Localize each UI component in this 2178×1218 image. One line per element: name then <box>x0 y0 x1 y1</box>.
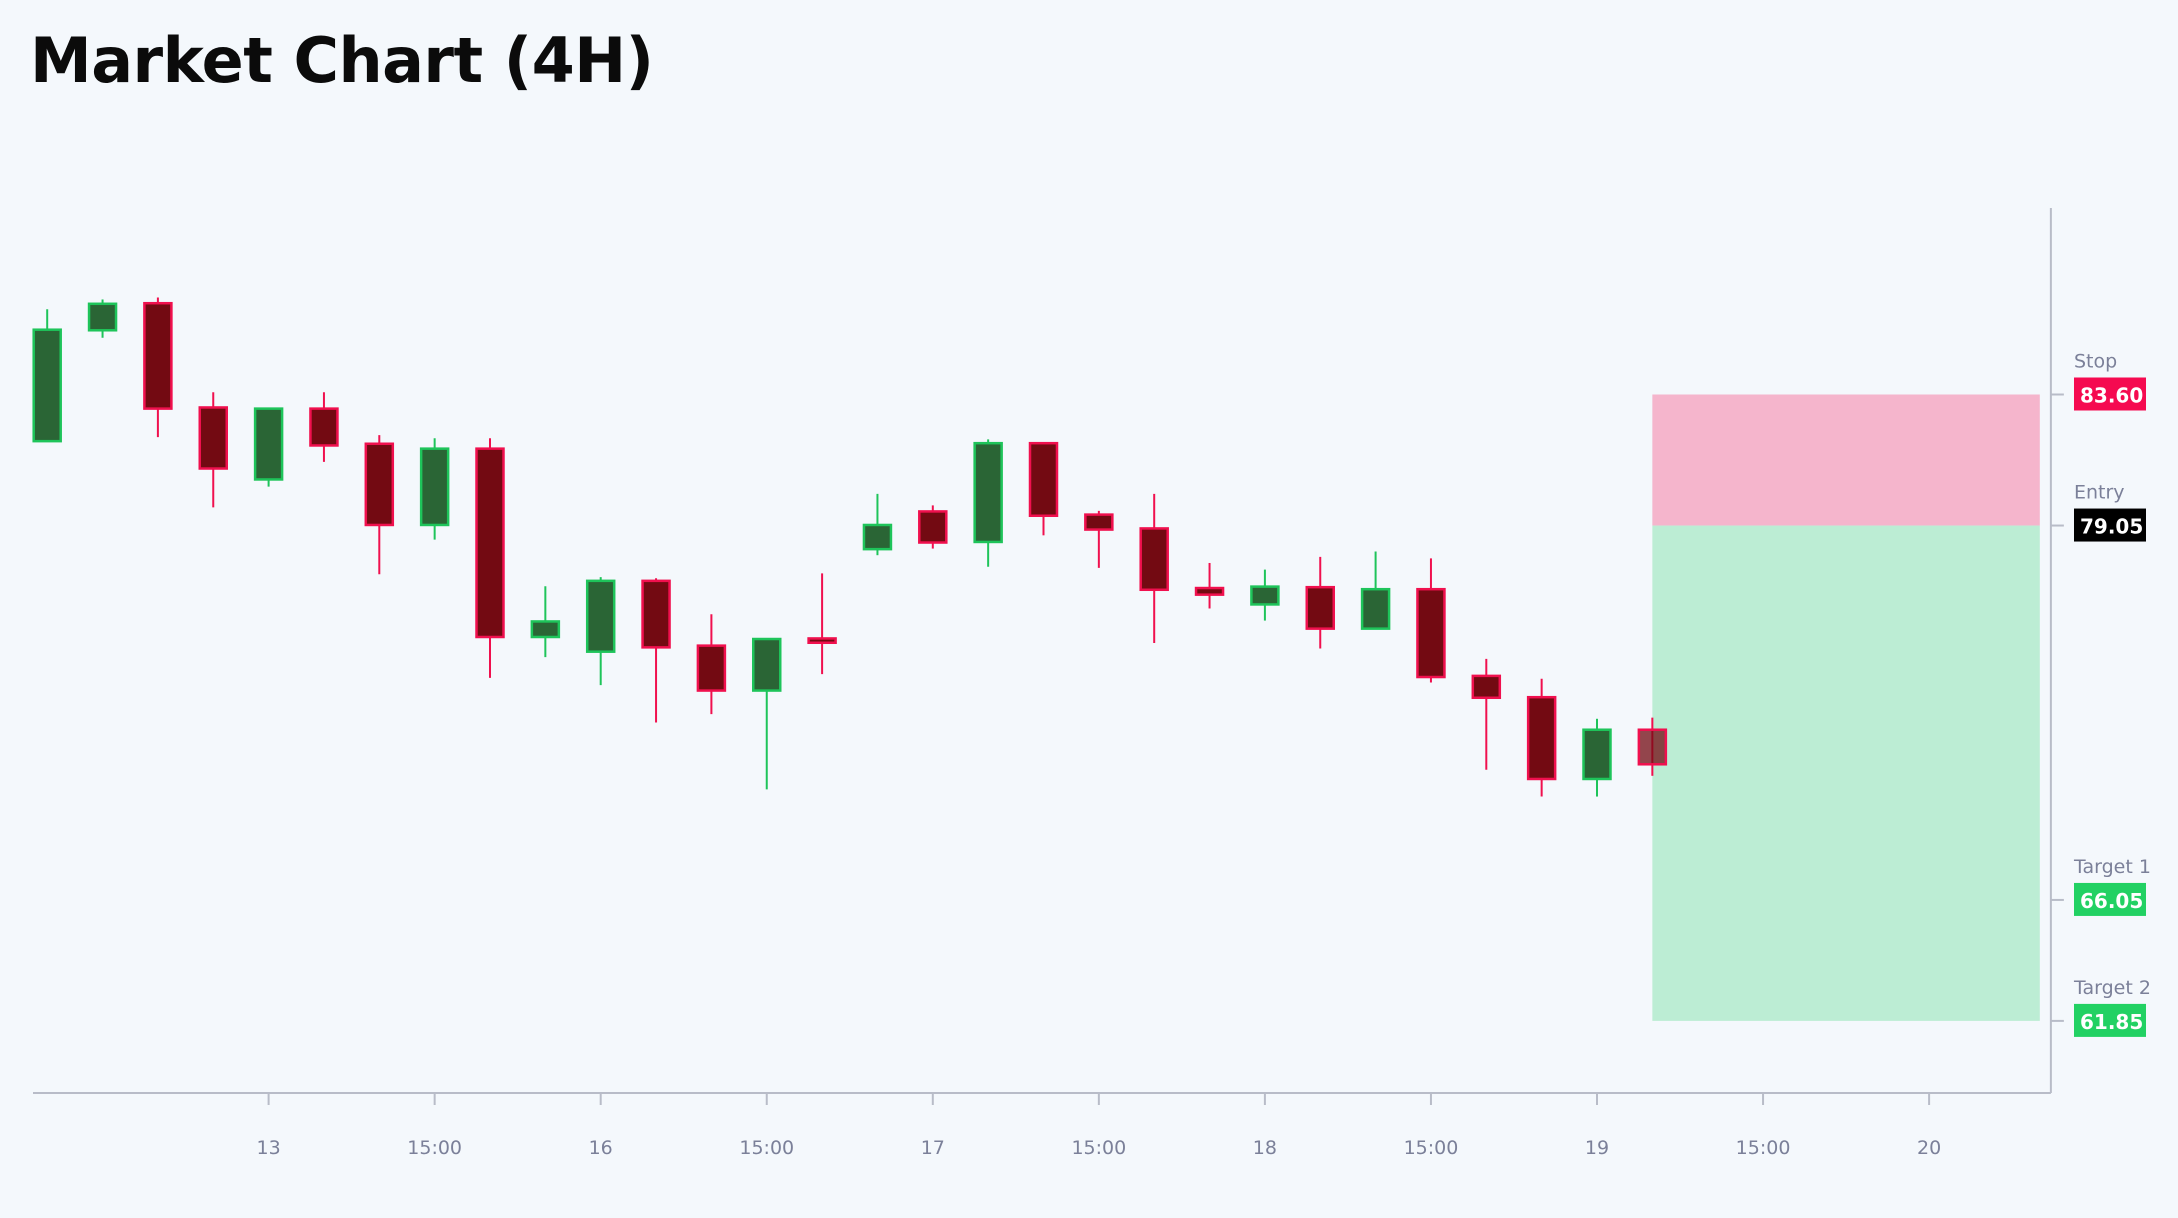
candles <box>32 297 1668 797</box>
candle-body <box>1416 587 1446 679</box>
candle-body <box>1250 585 1280 606</box>
candle-17 <box>918 505 948 549</box>
level-value: 83.60 <box>2080 384 2143 408</box>
candle-body <box>1084 513 1114 531</box>
candle-body <box>475 447 505 639</box>
candle-18 <box>973 439 1003 567</box>
level-entry: Entry 79.05 <box>2050 482 2146 542</box>
level-badge <box>2074 377 2146 411</box>
level-value: 79.05 <box>2080 515 2143 539</box>
x-tick-label: 15:00 <box>1736 1137 1791 1159</box>
level-label: Entry <box>2074 482 2125 504</box>
candle-body <box>364 442 395 527</box>
x-tick-label: 15:00 <box>1404 1137 1459 1159</box>
candle-body <box>1194 586 1225 596</box>
x-tick-label: 15:00 <box>407 1137 462 1159</box>
candle-10 <box>530 586 561 658</box>
candle-5 <box>253 407 284 487</box>
candle-6 <box>309 392 339 462</box>
reward-zone <box>1652 525 2040 1021</box>
candle-3 <box>143 297 173 438</box>
candle-22 <box>1194 562 1225 609</box>
level-label: Target 2 <box>2073 977 2151 999</box>
price-levels: Stop 83.60 Entry 79.05 Target 1 66.05 Target 2… <box>2050 351 2151 1037</box>
candle-30 <box>1637 717 1668 776</box>
candle-16 <box>862 493 893 556</box>
candle-23 <box>1250 569 1280 621</box>
candle-body <box>752 637 782 692</box>
axes: 13 15:00 16 15:00 17 15:00 18 15:00 19 15:00 20 <box>33 208 2052 1159</box>
candle-body <box>309 407 339 447</box>
candle-body <box>32 328 62 443</box>
candle-body <box>1526 695 1557 781</box>
candle-15 <box>807 573 837 675</box>
level-target-2: Target 2 61.85 <box>2050 977 2151 1037</box>
candle-28 <box>1526 678 1557 797</box>
candle-body <box>585 579 616 653</box>
candle-body <box>1471 674 1502 700</box>
x-tick-label: 13 <box>257 1137 281 1159</box>
candle-body <box>973 441 1003 544</box>
candle-27 <box>1471 658 1502 770</box>
candle-19 <box>1028 441 1059 536</box>
candle-4 <box>198 392 228 508</box>
candle-2 <box>87 299 118 338</box>
candle-body <box>530 620 561 639</box>
candle-body <box>1360 587 1391 630</box>
candle-body <box>1637 728 1668 766</box>
candle-body <box>419 447 450 527</box>
candle-21 <box>1139 493 1169 644</box>
x-tick-label: 17 <box>921 1137 945 1159</box>
candle-body <box>1139 527 1169 592</box>
x-tick-label: 19 <box>1585 1137 1609 1159</box>
candle-body <box>1305 585 1335 630</box>
candle-body <box>862 523 893 551</box>
candle-20 <box>1084 510 1114 568</box>
candle-body <box>918 510 948 544</box>
candle-14 <box>752 637 782 790</box>
level-value: 61.85 <box>2080 1010 2143 1034</box>
level-badge <box>2074 1003 2146 1037</box>
candle-7 <box>364 435 395 575</box>
candle-body <box>87 302 118 332</box>
x-tick-label: 18 <box>1253 1137 1277 1159</box>
x-tick-label: 16 <box>589 1137 613 1159</box>
trade-zones <box>1652 394 2040 1021</box>
candle-1 <box>32 309 62 443</box>
level-stop: Stop 83.60 <box>2050 351 2146 411</box>
risk-zone <box>1652 394 2040 526</box>
candle-25 <box>1360 551 1391 630</box>
level-label: Target 1 <box>2073 856 2151 878</box>
level-badge <box>2074 508 2146 542</box>
candle-body <box>1582 728 1612 781</box>
level-value: 66.05 <box>2080 889 2143 913</box>
candle-13 <box>696 614 727 715</box>
candle-26 <box>1416 558 1446 683</box>
candle-body <box>253 407 284 481</box>
candle-body <box>641 579 671 649</box>
candle-body <box>198 406 228 470</box>
level-target-1: Target 1 66.05 <box>2050 856 2151 916</box>
candle-body <box>696 644 727 692</box>
candle-11 <box>585 577 616 686</box>
x-tick-label: 20 <box>1917 1137 1941 1159</box>
candle-8 <box>419 438 450 540</box>
chart-title: Market Chart (4H) <box>30 24 654 97</box>
x-tick-label: 15:00 <box>739 1137 794 1159</box>
candle-body <box>143 301 173 410</box>
level-badge <box>2074 882 2146 916</box>
x-tick-label: 15:00 <box>1071 1137 1126 1159</box>
candle-body <box>1028 441 1059 517</box>
candle-24 <box>1305 556 1335 649</box>
candle-29 <box>1582 718 1612 797</box>
candle-body <box>807 637 837 645</box>
level-label: Stop <box>2074 351 2117 373</box>
candle-12 <box>641 578 671 723</box>
candle-9 <box>475 438 505 678</box>
